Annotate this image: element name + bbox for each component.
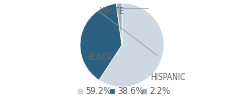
FancyBboxPatch shape (142, 88, 147, 94)
Text: BLACK: BLACK (87, 54, 112, 62)
Text: WHITE: WHITE (100, 8, 125, 16)
Wedge shape (99, 3, 164, 87)
Wedge shape (116, 3, 122, 45)
Text: 2.2%: 2.2% (149, 86, 170, 96)
Text: HISPANIC: HISPANIC (150, 74, 185, 82)
Text: 38.6%: 38.6% (117, 86, 144, 96)
Wedge shape (80, 3, 122, 80)
Text: 59.2%: 59.2% (85, 86, 111, 96)
FancyBboxPatch shape (110, 88, 115, 94)
FancyBboxPatch shape (78, 88, 83, 94)
